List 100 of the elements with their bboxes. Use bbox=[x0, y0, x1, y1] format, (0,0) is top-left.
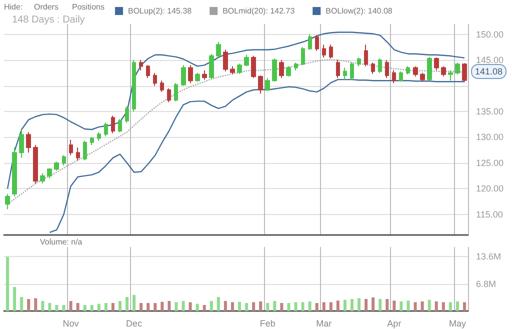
bar bbox=[238, 302, 242, 311]
bar bbox=[287, 303, 290, 311]
candlestick bbox=[167, 88, 171, 103]
candlestick bbox=[301, 46, 305, 66]
y-tick-label: 115.00 bbox=[476, 209, 503, 220]
bar bbox=[210, 301, 213, 311]
bar bbox=[301, 302, 304, 311]
candlestick bbox=[427, 56, 432, 82]
bar bbox=[48, 303, 52, 311]
candlestick bbox=[371, 62, 375, 74]
candlestick bbox=[83, 140, 87, 161]
candlestick bbox=[251, 55, 256, 79]
candlestick bbox=[40, 172, 45, 184]
candlestick bbox=[462, 62, 467, 82]
x-tick-label: Nov bbox=[62, 318, 80, 328]
candlestick bbox=[399, 70, 403, 82]
candlestick bbox=[258, 74, 263, 94]
bar bbox=[27, 299, 30, 311]
bar bbox=[456, 301, 459, 311]
bar bbox=[202, 305, 206, 311]
bar bbox=[97, 304, 100, 311]
bar bbox=[364, 299, 368, 311]
bar bbox=[358, 298, 361, 311]
bar bbox=[174, 302, 178, 311]
candlestick bbox=[181, 64, 186, 86]
candlestick bbox=[308, 34, 312, 50]
candlestick bbox=[455, 62, 460, 75]
candlestick bbox=[265, 78, 270, 92]
candlestick bbox=[378, 58, 382, 74]
legend-label: BOLup(2): 145.38 bbox=[128, 6, 192, 16]
candlestick bbox=[406, 66, 410, 75]
bar bbox=[34, 298, 38, 311]
text: Volume: n/a bbox=[40, 238, 83, 246]
candlestick bbox=[322, 44, 326, 58]
bar bbox=[104, 303, 108, 311]
candlestick bbox=[279, 60, 284, 79]
bar bbox=[329, 302, 332, 311]
y-tick-label: 130.00 bbox=[476, 132, 504, 142]
bar bbox=[386, 299, 389, 311]
candlestick bbox=[413, 66, 418, 77]
bar bbox=[294, 302, 298, 311]
candlestick bbox=[202, 70, 207, 80]
candlestick bbox=[174, 82, 178, 102]
bar bbox=[442, 302, 445, 311]
candlestick bbox=[244, 54, 249, 67]
bar bbox=[41, 301, 44, 311]
candlestick bbox=[350, 62, 354, 80]
legend-label: BOLlow(2): 140.08 bbox=[326, 6, 393, 16]
text: Orders bbox=[34, 2, 58, 12]
y-tick-label: 6.8M bbox=[476, 278, 496, 289]
bar bbox=[392, 300, 396, 311]
bar bbox=[245, 303, 248, 311]
line-series bbox=[49, 78, 466, 234]
bar bbox=[69, 301, 72, 311]
candlestick bbox=[294, 62, 298, 71]
y-tick-label: 125.00 bbox=[476, 158, 504, 168]
bar bbox=[140, 303, 143, 311]
candlestick bbox=[97, 132, 101, 142]
y-tick-label: 13.6M bbox=[476, 252, 502, 262]
candlestick bbox=[420, 72, 425, 82]
bar bbox=[132, 295, 136, 311]
bar bbox=[118, 301, 122, 311]
y-tick-label: 150.00 bbox=[476, 29, 504, 40]
candlestick bbox=[19, 129, 24, 158]
x-tick-label: Feb bbox=[260, 318, 276, 328]
candlestick bbox=[153, 72, 157, 86]
candlestick bbox=[315, 34, 319, 52]
text: Positions bbox=[72, 2, 104, 12]
bar bbox=[90, 305, 94, 311]
candlestick bbox=[146, 64, 150, 79]
bar bbox=[168, 301, 171, 311]
candlestick bbox=[54, 161, 59, 172]
bar bbox=[224, 301, 227, 311]
bar bbox=[406, 300, 410, 311]
bar bbox=[378, 299, 382, 311]
line-series bbox=[6, 32, 466, 190]
candlestick bbox=[12, 147, 17, 197]
bar bbox=[273, 301, 276, 311]
bar bbox=[76, 303, 80, 311]
bar bbox=[322, 302, 326, 311]
text: 141.08 bbox=[475, 66, 503, 76]
candlestick bbox=[62, 154, 66, 166]
bar bbox=[414, 302, 417, 311]
candlestick bbox=[230, 66, 235, 75]
candlestick bbox=[125, 106, 129, 124]
bar bbox=[188, 302, 192, 311]
candlestick bbox=[329, 44, 333, 59]
y-tick-label: 145.00 bbox=[476, 55, 504, 66]
bar bbox=[448, 302, 452, 311]
annotation: 148 Days : Daily bbox=[12, 14, 85, 26]
candlestick bbox=[139, 60, 143, 71]
candlestick bbox=[160, 80, 164, 92]
candlestick bbox=[441, 66, 446, 77]
bar bbox=[196, 304, 199, 311]
bar bbox=[154, 303, 157, 311]
y-tick-label: 120.00 bbox=[476, 184, 504, 194]
candlestick bbox=[5, 193, 10, 210]
candlestick bbox=[26, 132, 31, 154]
candlestick bbox=[272, 58, 277, 82]
candlestick bbox=[188, 64, 193, 84]
